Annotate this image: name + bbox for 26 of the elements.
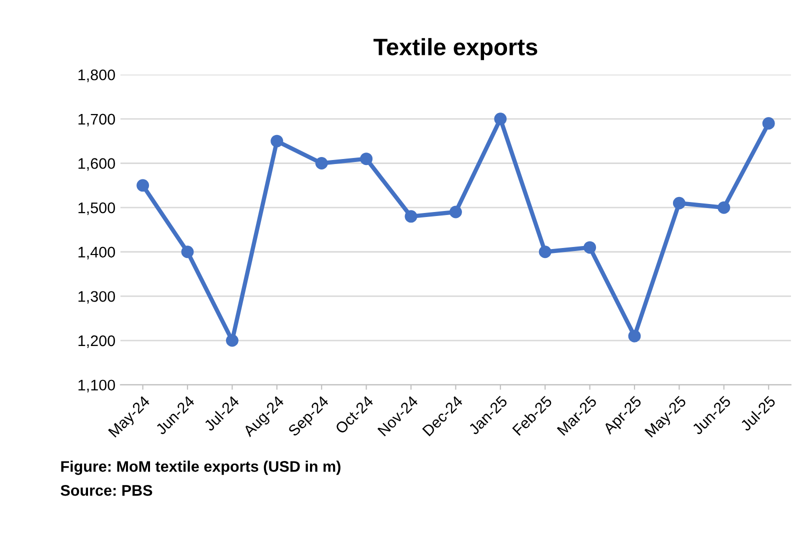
y-tick-label: 1,200: [78, 335, 115, 348]
point: [270, 134, 284, 148]
point: [181, 246, 194, 258]
chart-title: Textile exports: [374, 38, 538, 60]
y-tick-label: 1,500: [78, 202, 115, 216]
source-note: Source: PBS: [60, 485, 152, 496]
point: [449, 206, 462, 218]
y-tick-label: 1,300: [78, 291, 115, 304]
point: [494, 112, 507, 126]
point: [360, 152, 373, 166]
y-tick-label: 1,700: [78, 114, 115, 126]
point: [136, 179, 150, 192]
y-tick-label: 1,600: [78, 158, 115, 171]
point: [718, 201, 730, 214]
point: [315, 157, 328, 170]
point: [628, 330, 641, 342]
point: [538, 246, 552, 258]
y-tick-label: 1,100: [78, 380, 115, 392]
point: [672, 196, 686, 210]
point: [584, 241, 596, 254]
point: [226, 334, 238, 347]
y-tick-label: 1,400: [78, 246, 115, 260]
point: [762, 117, 775, 130]
point: [404, 210, 418, 223]
y-tick-label: 1,800: [78, 69, 115, 82]
text: Figure: MoM textile exports (USD in m): [61, 460, 340, 475]
